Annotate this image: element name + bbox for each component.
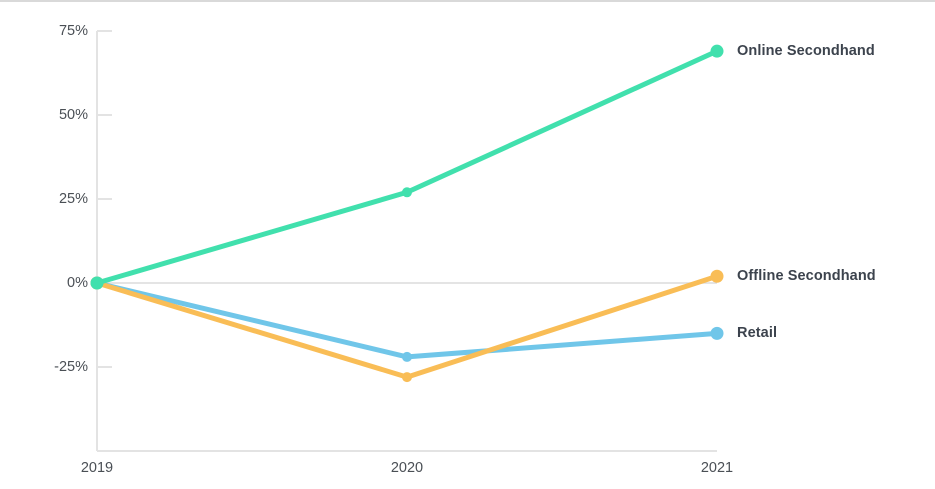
x-tick-label-2021: 2021: [700, 460, 734, 476]
series-label-offline-secondhand: Offline Secondhand: [737, 268, 876, 285]
y-tick-label-25: 25%: [58, 191, 88, 207]
y-tick-label-75: 75%: [58, 23, 88, 39]
series-point-retail-2020: [402, 351, 412, 362]
series-point-offline-secondhand-2020: [402, 372, 412, 383]
x-tick-label-2020: 2020: [390, 460, 424, 476]
series-point-offline-secondhand-2021: [710, 269, 724, 283]
y-tick-label-neg25: -25%: [54, 359, 88, 375]
x-tick-label-2019: 2019: [80, 460, 114, 476]
series-point-online-secondhand-2021: [710, 44, 724, 58]
series-point-online-secondhand-2020: [402, 187, 412, 198]
y-tick-label-50: 50%: [58, 107, 88, 123]
series-point-online-secondhand-2019: [90, 276, 104, 290]
series-line-online-secondhand: [94, 48, 720, 286]
series-label-retail: Retail: [737, 325, 778, 342]
y-tick-label-0: 0%: [67, 275, 88, 291]
series-label-online-secondhand: Online Secondhand: [737, 43, 875, 60]
top-border-divider: [0, 0, 935, 2]
series-line-retail: [94, 280, 720, 360]
series-point-retail-2021: [710, 326, 724, 340]
series-line-offline-secondhand: [94, 273, 720, 380]
